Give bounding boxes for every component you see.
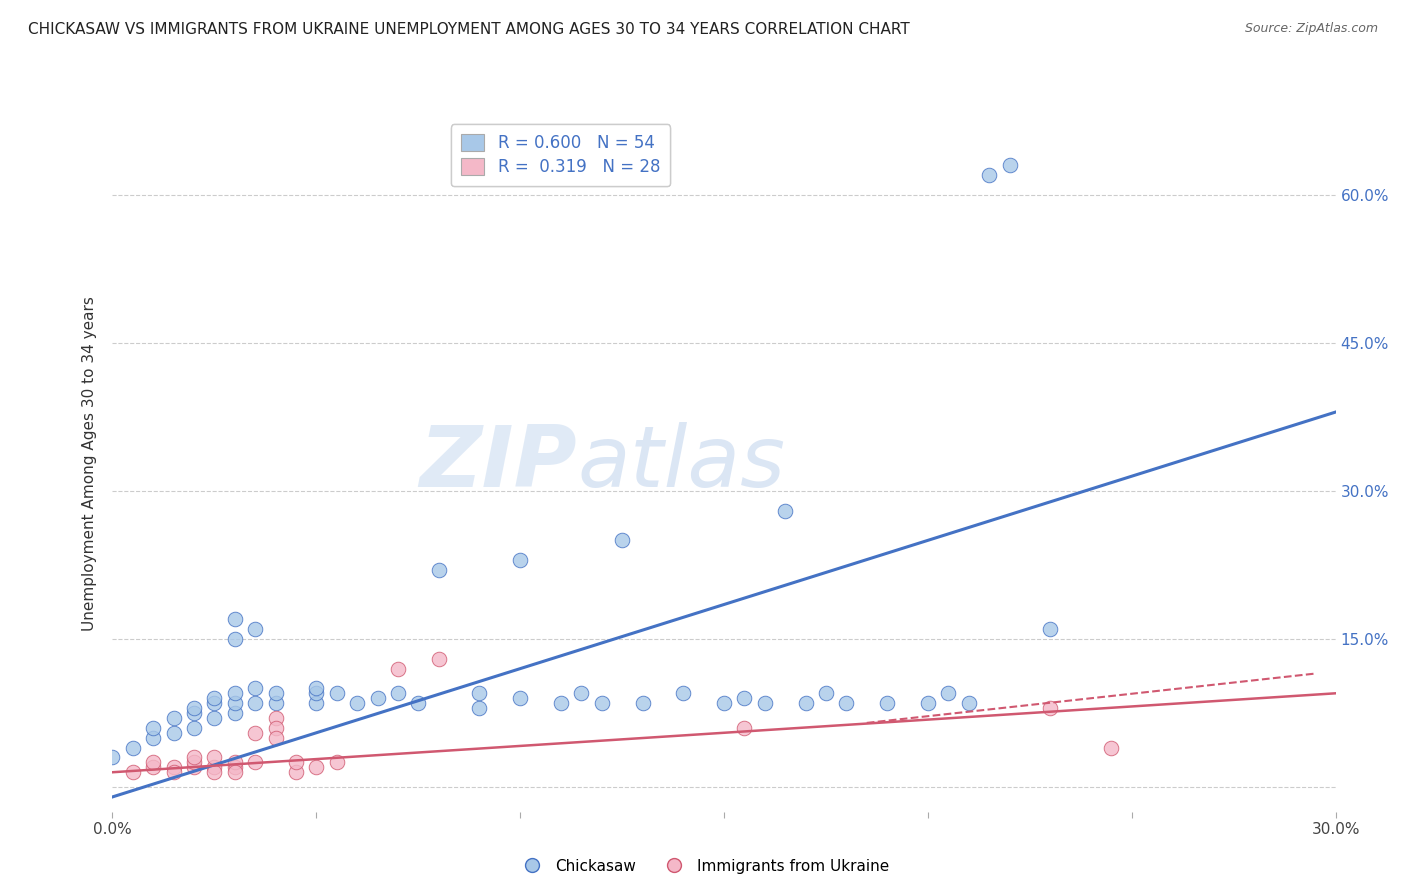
Point xyxy=(631,696,654,710)
Point xyxy=(550,696,572,710)
Point xyxy=(591,696,613,710)
Point xyxy=(204,760,226,774)
Point xyxy=(1039,622,1062,636)
Point xyxy=(224,696,246,710)
Point xyxy=(408,696,430,710)
Point xyxy=(957,696,980,710)
Point xyxy=(427,652,450,666)
Point xyxy=(734,691,756,706)
Point xyxy=(284,765,308,780)
Point xyxy=(183,721,205,735)
Point xyxy=(998,158,1021,172)
Point xyxy=(245,681,267,696)
Point xyxy=(224,612,246,626)
Point xyxy=(264,721,287,735)
Point xyxy=(509,553,531,567)
Point xyxy=(387,662,409,676)
Point xyxy=(264,686,287,700)
Point xyxy=(183,760,205,774)
Point xyxy=(245,725,267,739)
Point xyxy=(224,765,246,780)
Point xyxy=(204,711,226,725)
Point xyxy=(326,756,349,770)
Point xyxy=(224,756,246,770)
Point xyxy=(204,696,226,710)
Point xyxy=(713,696,735,710)
Point xyxy=(468,686,491,700)
Point xyxy=(754,696,776,710)
Text: Source: ZipAtlas.com: Source: ZipAtlas.com xyxy=(1244,22,1378,36)
Point xyxy=(305,760,328,774)
Point xyxy=(815,686,838,700)
Legend: Chickasaw, Immigrants from Ukraine: Chickasaw, Immigrants from Ukraine xyxy=(510,853,896,880)
Point xyxy=(936,686,959,700)
Point xyxy=(245,696,267,710)
Point xyxy=(1099,740,1122,755)
Point xyxy=(387,686,409,700)
Y-axis label: Unemployment Among Ages 30 to 34 years: Unemployment Among Ages 30 to 34 years xyxy=(82,296,97,632)
Point xyxy=(183,701,205,715)
Point xyxy=(610,533,633,548)
Point xyxy=(794,696,817,710)
Text: CHICKASAW VS IMMIGRANTS FROM UKRAINE UNEMPLOYMENT AMONG AGES 30 TO 34 YEARS CORR: CHICKASAW VS IMMIGRANTS FROM UKRAINE UNE… xyxy=(28,22,910,37)
Point xyxy=(917,696,939,710)
Point xyxy=(366,691,388,706)
Point xyxy=(101,750,124,764)
Text: ZIP: ZIP xyxy=(419,422,578,506)
Point xyxy=(346,696,368,710)
Legend: R = 0.600   N = 54, R =  0.319   N = 28: R = 0.600 N = 54, R = 0.319 N = 28 xyxy=(451,124,671,186)
Point xyxy=(224,760,246,774)
Point xyxy=(142,721,165,735)
Point xyxy=(163,765,186,780)
Point xyxy=(876,696,898,710)
Point xyxy=(672,686,695,700)
Point xyxy=(305,686,328,700)
Point xyxy=(264,731,287,745)
Point xyxy=(427,563,450,577)
Point xyxy=(468,701,491,715)
Point xyxy=(142,756,165,770)
Point xyxy=(835,696,858,710)
Point xyxy=(264,696,287,710)
Point xyxy=(284,756,308,770)
Point xyxy=(734,721,756,735)
Point xyxy=(509,691,531,706)
Point xyxy=(183,750,205,764)
Point xyxy=(979,168,1001,182)
Point xyxy=(224,686,246,700)
Point xyxy=(775,504,797,518)
Point xyxy=(163,725,186,739)
Point xyxy=(183,756,205,770)
Point xyxy=(122,740,145,755)
Point xyxy=(571,686,593,700)
Point xyxy=(245,622,267,636)
Point xyxy=(326,686,349,700)
Point xyxy=(224,632,246,646)
Point xyxy=(142,760,165,774)
Point xyxy=(122,765,145,780)
Point xyxy=(224,706,246,720)
Text: atlas: atlas xyxy=(578,422,786,506)
Point xyxy=(264,711,287,725)
Point xyxy=(305,681,328,696)
Point xyxy=(204,691,226,706)
Point xyxy=(245,756,267,770)
Point xyxy=(305,696,328,710)
Point xyxy=(163,711,186,725)
Point xyxy=(204,750,226,764)
Point xyxy=(163,760,186,774)
Point xyxy=(142,731,165,745)
Point xyxy=(183,706,205,720)
Point xyxy=(1039,701,1062,715)
Point xyxy=(204,765,226,780)
